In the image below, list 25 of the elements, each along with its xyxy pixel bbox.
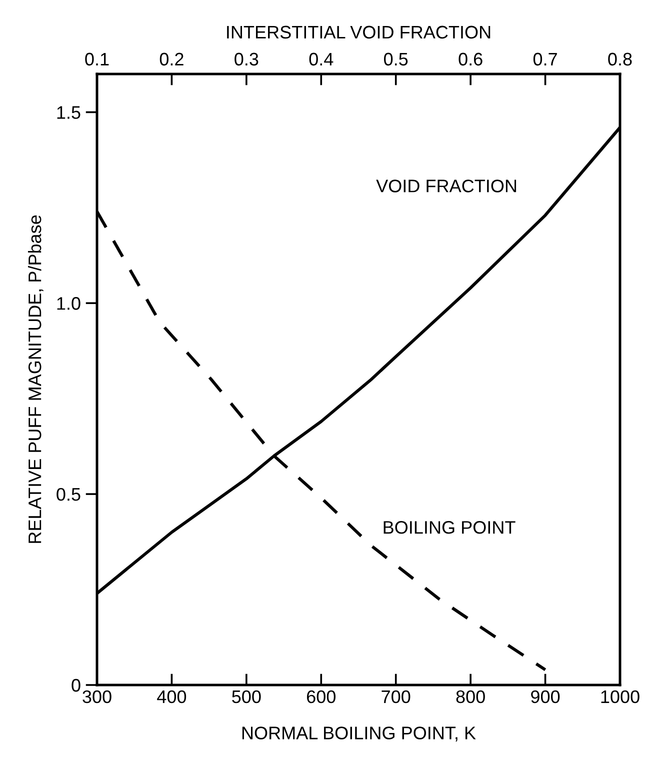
x2-tick-label: 0.2: [160, 52, 184, 66]
x2-tick-label: 0.7: [533, 52, 557, 66]
x2-tick-label: 0.6: [458, 52, 482, 66]
series-label: BOILING POINT: [384, 521, 516, 534]
x2-tick-label: 0.1: [85, 52, 109, 66]
x2-tick-label: 0.4: [309, 52, 334, 66]
x-tick-label: 500: [232, 690, 261, 704]
x-tick-label: 1000: [601, 690, 640, 704]
x-tick-label: 600: [307, 690, 336, 704]
y-tick-label: 1.0: [57, 297, 80, 310]
x2-tick-label: 0.3: [234, 52, 258, 66]
y-tick-label: 0.5: [56, 488, 80, 501]
x-tick-label: 800: [456, 690, 485, 704]
x-tick-label: 400: [157, 690, 186, 704]
x-tick-label: 700: [382, 690, 410, 704]
x-tick-label: 300: [82, 690, 112, 704]
x2-tick-label: 0.5: [384, 52, 408, 66]
x2-axis-title: INTERSTITIAL VOID FRACTION: [227, 26, 490, 39]
x-tick-label: 900: [531, 690, 560, 704]
y-tick-label: 1.5: [57, 106, 80, 119]
y-tick-label: 0: [72, 678, 80, 692]
x-axis-title: NORMAL BOILING POINT, K: [242, 726, 476, 742]
x2-tick-label: 0.8: [608, 52, 632, 66]
text: VOID FRACTION: [376, 180, 516, 192]
y-axis-title: RELATIVE PUFF MAGNITUDE, P/Pbase: [28, 215, 44, 543]
